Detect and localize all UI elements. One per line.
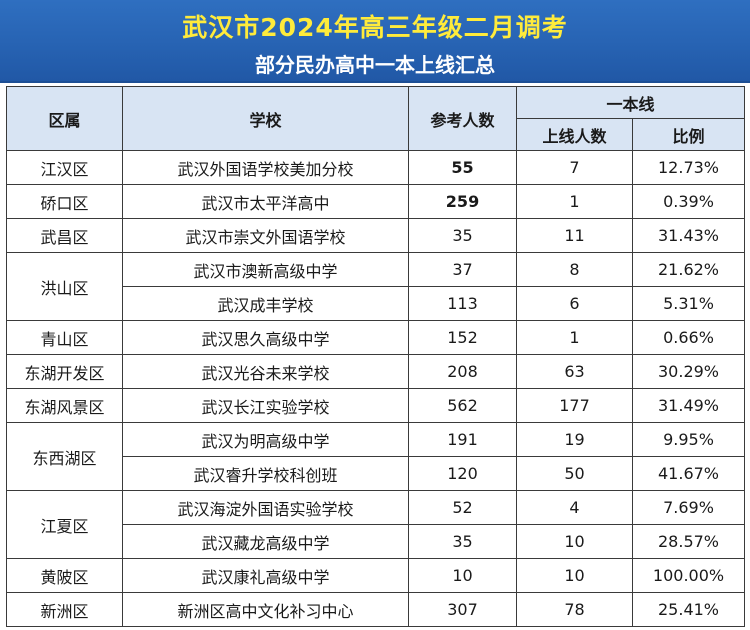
ratio-cell: 21.62% xyxy=(631,252,746,287)
passed-cell: 4 xyxy=(516,490,633,525)
district-cell: 东湖开发区 xyxy=(6,354,123,389)
ratio-cell: 25.41% xyxy=(631,592,746,627)
table-row: 江夏区 武汉海淀外国语实验学校 52 4 7.69% xyxy=(6,490,746,559)
table-row: 武汉藏龙高级中学 35 10 28.57% xyxy=(7,524,746,559)
school-cell: 武汉光谷未来学校 xyxy=(122,354,409,389)
ratio-cell: 12.73% xyxy=(631,150,746,185)
examinees-cell: 10 xyxy=(408,558,517,593)
examinees-cell: 208 xyxy=(408,354,517,389)
passed-cell: 78 xyxy=(516,592,633,627)
district-cell: 黄陂区 xyxy=(6,558,123,593)
title-banner: 武汉市2024年高三年级二月调考 部分民办高中一本上线汇总 xyxy=(0,0,750,83)
passed-cell: 6 xyxy=(516,286,633,321)
table-header: 区属 学校 参考人数 一本线 上线人数 比例 xyxy=(6,86,746,151)
district-cell: 东西湖区 xyxy=(6,422,123,491)
ratio-cell: 7.69% xyxy=(631,490,746,525)
table-row: 东湖开发区 武汉光谷未来学校 208 63 30.29% xyxy=(6,354,746,389)
school-cell: 武汉市澳新高级中学 xyxy=(122,252,409,287)
passed-cell: 1 xyxy=(516,320,633,355)
ratio-cell: 28.57% xyxy=(631,524,746,559)
table-row: 青山区 武汉思久高级中学 152 1 0.66% xyxy=(6,320,746,355)
passed-cell: 63 xyxy=(516,354,633,389)
passed-cell: 7 xyxy=(516,150,633,185)
ratio-cell: 30.29% xyxy=(631,354,746,389)
district-cell: 新洲区 xyxy=(6,592,123,627)
examinees-cell: 37 xyxy=(408,252,517,287)
school-cell: 武汉成丰学校 xyxy=(122,286,409,321)
header-district: 区属 xyxy=(6,86,123,151)
school-cell: 武汉外国语学校美加分校 xyxy=(122,150,409,185)
examinees-cell: 307 xyxy=(408,592,517,627)
district-cell: 硚口区 xyxy=(6,184,123,219)
examinees-cell: 52 xyxy=(408,490,517,525)
school-cell: 武汉市崇文外国语学校 xyxy=(122,218,409,253)
passed-cell: 177 xyxy=(516,388,633,423)
table-row: 江汉区 武汉外国语学校美加分校 55 7 12.73% xyxy=(6,150,746,185)
table-row: 东湖风景区 武汉长江实验学校 562 177 31.49% xyxy=(6,388,746,423)
school-cell: 武汉思久高级中学 xyxy=(122,320,409,355)
header-passed: 上线人数 xyxy=(516,118,633,151)
ratio-cell: 31.49% xyxy=(631,388,746,423)
school-cell: 新洲区高中文化补习中心 xyxy=(122,592,409,627)
table-row: 武汉睿升学校科创班 120 50 41.67% xyxy=(7,456,746,491)
ratio-cell: 5.31% xyxy=(631,286,746,321)
table-row: 新洲区 新洲区高中文化补习中心 307 78 25.41% xyxy=(6,592,746,627)
ratio-cell: 0.39% xyxy=(631,184,746,219)
district-cell: 洪山区 xyxy=(6,252,123,321)
passed-cell: 50 xyxy=(516,456,633,491)
passed-cell: 10 xyxy=(516,558,633,593)
district-cell: 青山区 xyxy=(6,320,123,355)
page-title: 武汉市2024年高三年级二月调考 xyxy=(182,13,568,42)
school-cell: 武汉为明高级中学 xyxy=(122,422,409,457)
examinees-cell: 191 xyxy=(408,422,517,457)
page-subtitle: 部分民办高中一本上线汇总 xyxy=(255,53,495,77)
district-cell: 江汉区 xyxy=(6,150,123,185)
header-school: 学校 xyxy=(122,86,409,151)
header-tier-one-line: 一本线 xyxy=(515,86,746,119)
passed-cell: 11 xyxy=(516,218,633,253)
header-examinees: 参考人数 xyxy=(408,86,517,151)
table-body: 江汉区 武汉外国语学校美加分校 55 7 12.73% 硚口区 武汉市太平洋高中 259 1 0.… xyxy=(6,150,746,627)
table-row: 武昌区 武汉市崇文外国语学校 35 11 31.43% xyxy=(6,218,746,253)
examinees-cell: 259 xyxy=(408,184,517,219)
examinees-cell: 55 xyxy=(408,150,517,185)
header-ratio: 比例 xyxy=(631,118,746,151)
ratio-cell: 0.66% xyxy=(631,320,746,355)
examinees-cell: 35 xyxy=(408,524,517,559)
passed-cell: 10 xyxy=(516,524,633,559)
school-cell: 武汉市太平洋高中 xyxy=(122,184,409,219)
district-cell: 武昌区 xyxy=(6,218,123,253)
examinees-cell: 35 xyxy=(408,218,517,253)
ratio-cell: 31.43% xyxy=(631,218,746,253)
passed-cell: 8 xyxy=(516,252,633,287)
results-table: 区属 学校 参考人数 一本线 上线人数 比例 江汉区 武汉外国语学校美加分校 55 7… xyxy=(6,86,746,627)
school-cell: 武汉海淀外国语实验学校 xyxy=(122,490,409,525)
table-row: 黄陂区 武汉康礼高级中学 10 10 100.00% xyxy=(6,558,746,593)
table-row: 武汉成丰学校 113 6 5.31% xyxy=(7,286,746,321)
examinees-cell: 113 xyxy=(408,286,517,321)
table-row: 东西湖区 武汉为明高级中学 191 19 9.95% xyxy=(6,422,746,491)
school-cell: 武汉藏龙高级中学 xyxy=(122,524,409,559)
ratio-cell: 41.67% xyxy=(631,456,746,491)
district-cell: 东湖风景区 xyxy=(6,388,123,423)
ratio-cell: 100.00% xyxy=(631,558,746,593)
examinees-cell: 152 xyxy=(408,320,517,355)
passed-cell: 1 xyxy=(516,184,633,219)
passed-cell: 19 xyxy=(516,422,633,457)
table-row: 硚口区 武汉市太平洋高中 259 1 0.39% xyxy=(6,184,746,219)
school-cell: 武汉睿升学校科创班 xyxy=(122,456,409,491)
examinees-cell: 562 xyxy=(408,388,517,423)
examinees-cell: 120 xyxy=(408,456,517,491)
ratio-cell: 9.95% xyxy=(631,422,746,457)
school-cell: 武汉长江实验学校 xyxy=(122,388,409,423)
school-cell: 武汉康礼高级中学 xyxy=(122,558,409,593)
district-cell: 江夏区 xyxy=(6,490,123,559)
table-row: 洪山区 武汉市澳新高级中学 37 8 21.62% xyxy=(6,252,746,321)
